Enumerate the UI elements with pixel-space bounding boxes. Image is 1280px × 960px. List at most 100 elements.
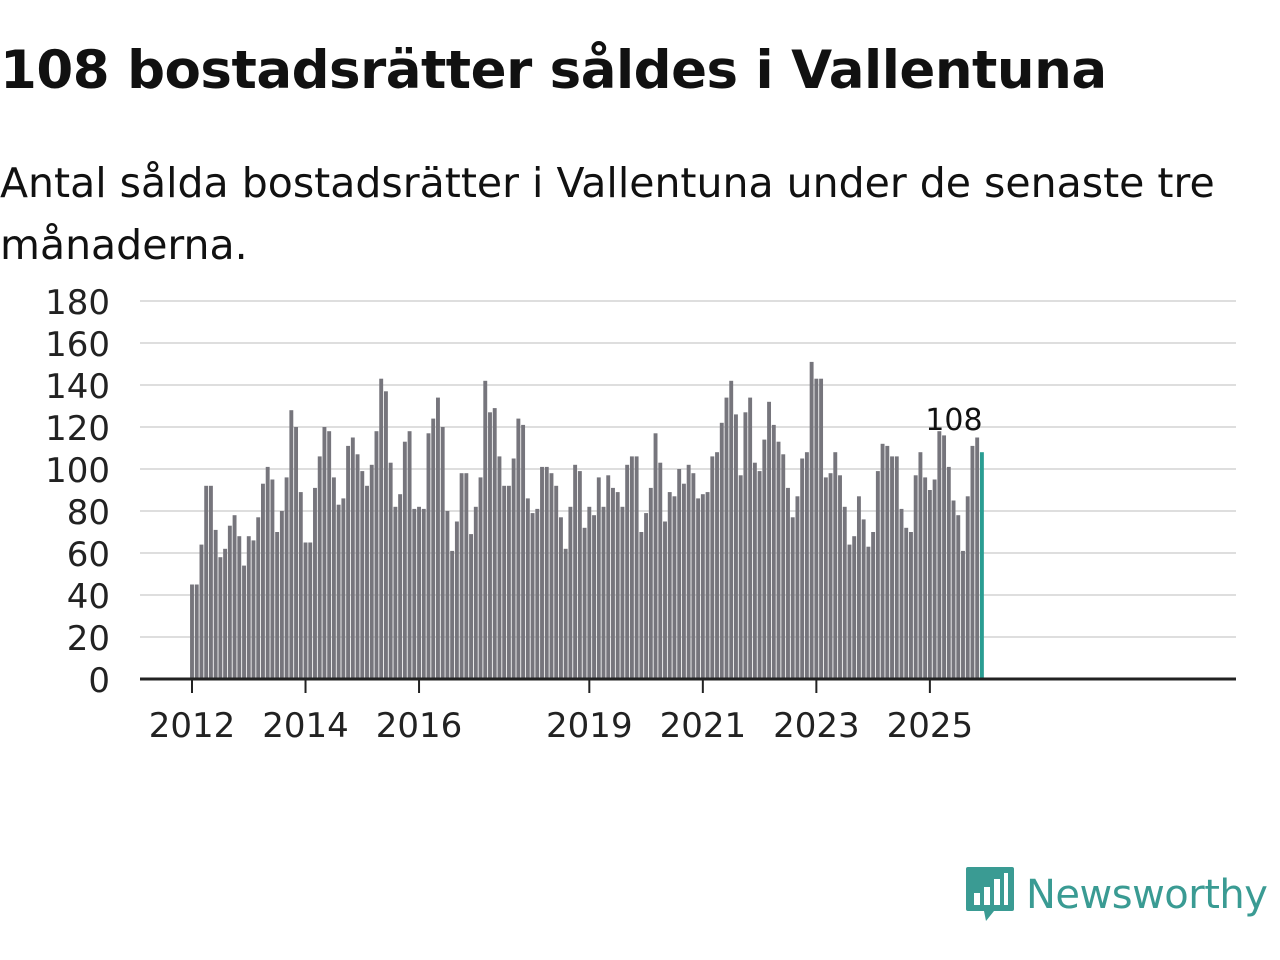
bar <box>346 445 351 679</box>
chart-subtitle: Antal sålda bostadsrätter i Vallentuna u… <box>0 159 1215 269</box>
bar <box>677 469 682 679</box>
bar <box>554 485 559 679</box>
bar <box>530 513 535 679</box>
x-tick-label: 2012 <box>149 706 236 746</box>
x-tick-label: 2014 <box>262 706 349 746</box>
bar <box>313 487 317 679</box>
y-tick-label: 0 <box>88 661 110 701</box>
bar <box>355 454 360 679</box>
bar <box>265 466 270 679</box>
y-tick-label: 180 <box>45 283 110 323</box>
bar <box>611 487 615 679</box>
y-tick-label: 100 <box>45 451 110 491</box>
bar <box>729 380 734 679</box>
bar <box>937 431 942 679</box>
bar <box>516 418 521 679</box>
bar <box>242 565 246 679</box>
y-tick-label: 20 <box>67 619 110 659</box>
bar <box>582 527 587 679</box>
bar <box>232 515 237 679</box>
bar <box>757 471 762 679</box>
bar <box>190 584 194 679</box>
bar <box>402 441 407 679</box>
bar <box>767 401 772 679</box>
bar <box>875 471 880 679</box>
bar <box>734 414 738 679</box>
bar <box>360 471 365 679</box>
bar <box>521 424 526 679</box>
bar <box>894 456 899 679</box>
bar <box>696 498 701 679</box>
bar <box>511 458 516 679</box>
bar <box>795 496 800 679</box>
bar <box>800 458 805 679</box>
bar <box>199 544 204 679</box>
bar <box>970 445 975 679</box>
bar <box>890 456 894 679</box>
bar <box>388 462 393 679</box>
bar <box>927 490 932 679</box>
y-tick-label: 40 <box>67 577 110 617</box>
bar <box>194 584 199 679</box>
bar <box>365 485 369 679</box>
x-tick-label: 2019 <box>546 706 633 746</box>
bar <box>620 506 625 679</box>
bar <box>909 532 913 679</box>
bar <box>317 456 322 679</box>
bar <box>279 511 284 679</box>
bar <box>445 511 450 679</box>
bar <box>951 500 956 679</box>
bar <box>838 475 842 679</box>
bar <box>663 521 667 679</box>
y-tick-label: 140 <box>45 367 110 407</box>
bar <box>828 473 833 679</box>
bar <box>961 550 965 679</box>
bar <box>644 513 649 679</box>
bar <box>601 506 606 679</box>
bar <box>965 496 970 679</box>
bar <box>341 498 346 679</box>
bar <box>852 536 857 679</box>
bar <box>246 536 251 679</box>
bar <box>464 473 469 679</box>
bar <box>558 517 563 679</box>
bar <box>440 427 445 679</box>
y-tick-label: 80 <box>67 493 110 533</box>
bar <box>412 508 417 679</box>
bar <box>615 492 620 679</box>
bar <box>880 443 885 679</box>
chart-title: 108 bostadsrätter såldes i Vallentuna <box>0 40 1107 101</box>
bar <box>904 527 909 679</box>
bar <box>270 479 275 679</box>
bar <box>710 456 715 679</box>
y-tick-label: 160 <box>45 325 110 365</box>
bar <box>724 397 729 679</box>
bar <box>776 441 781 679</box>
bar <box>275 532 280 679</box>
bar <box>700 494 705 679</box>
bar <box>956 515 961 679</box>
bar <box>691 473 696 679</box>
bar <box>237 536 242 679</box>
x-tick-label: 2021 <box>660 706 747 746</box>
bar <box>478 477 483 679</box>
bar <box>393 506 398 679</box>
bar <box>261 483 265 679</box>
bar <box>686 464 691 679</box>
bar <box>407 431 412 679</box>
bar <box>208 485 213 679</box>
bar <box>856 496 861 679</box>
bar <box>672 496 677 679</box>
bar <box>336 504 341 679</box>
bar <box>634 456 639 679</box>
bar <box>771 424 776 679</box>
newsworthy-chart-icon <box>966 867 1014 921</box>
y-tick-label: 120 <box>45 409 110 449</box>
bar <box>847 544 852 679</box>
bar <box>648 487 653 679</box>
bar <box>639 532 644 679</box>
bar <box>331 477 336 679</box>
bar <box>786 487 790 679</box>
bar <box>752 462 757 679</box>
